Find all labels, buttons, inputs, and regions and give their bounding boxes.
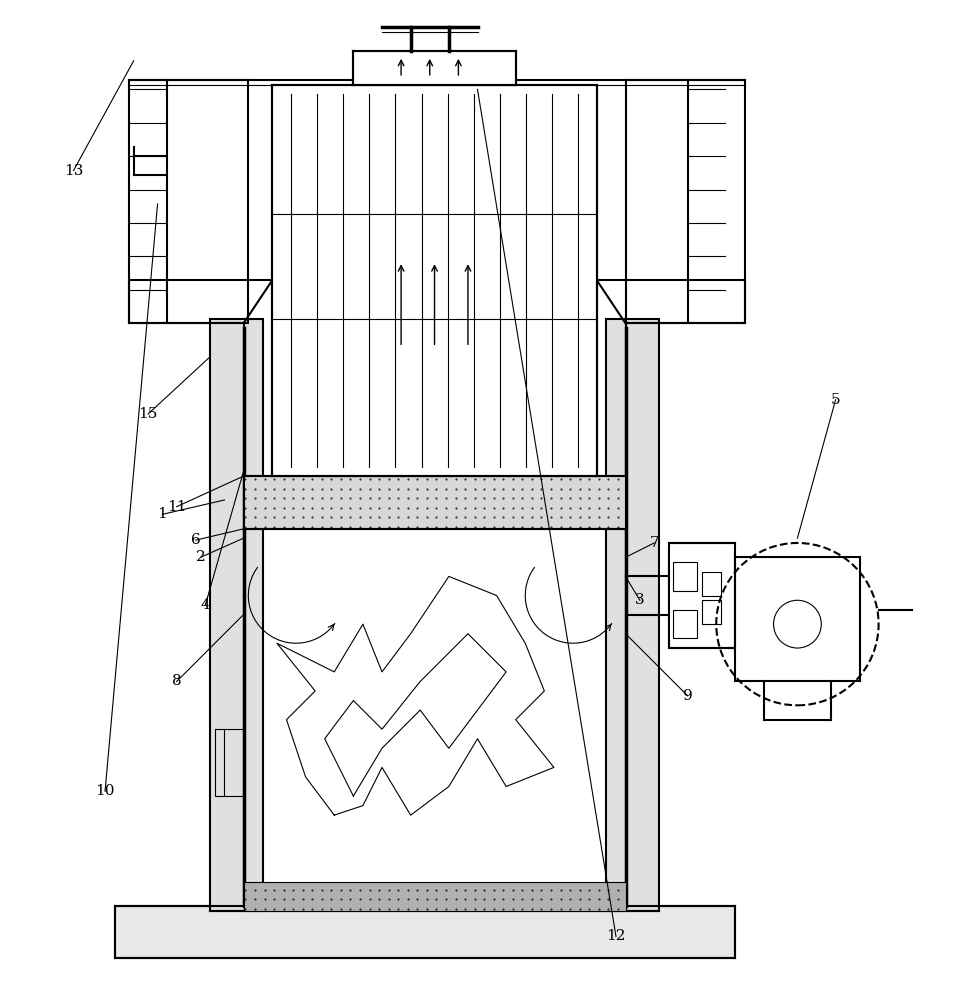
Bar — [115, 906, 735, 958]
Bar — [210, 319, 263, 911]
Text: 3: 3 — [635, 593, 645, 607]
Text: 13: 13 — [64, 164, 83, 178]
Text: 8: 8 — [172, 674, 181, 688]
Bar — [673, 562, 697, 591]
Text: 6: 6 — [191, 533, 201, 547]
Bar — [353, 51, 516, 85]
Bar — [272, 85, 597, 476]
Text: 7: 7 — [649, 536, 659, 550]
Bar — [735, 557, 860, 681]
Text: 4: 4 — [201, 598, 210, 612]
Bar — [673, 610, 697, 638]
Bar — [215, 729, 244, 796]
Bar — [244, 476, 626, 529]
Text: 1: 1 — [158, 507, 167, 521]
Bar — [129, 80, 248, 323]
Text: 2: 2 — [196, 550, 205, 564]
Bar — [626, 80, 745, 323]
Bar — [702, 572, 721, 596]
Bar — [244, 882, 626, 911]
Text: 11: 11 — [167, 500, 186, 514]
Text: 9: 9 — [683, 689, 692, 703]
Text: 5: 5 — [831, 393, 840, 407]
Text: 10: 10 — [96, 784, 115, 798]
Bar — [606, 319, 659, 911]
Bar — [668, 543, 735, 648]
Text: 12: 12 — [606, 929, 626, 943]
Text: 15: 15 — [138, 407, 158, 421]
Bar — [702, 600, 721, 624]
